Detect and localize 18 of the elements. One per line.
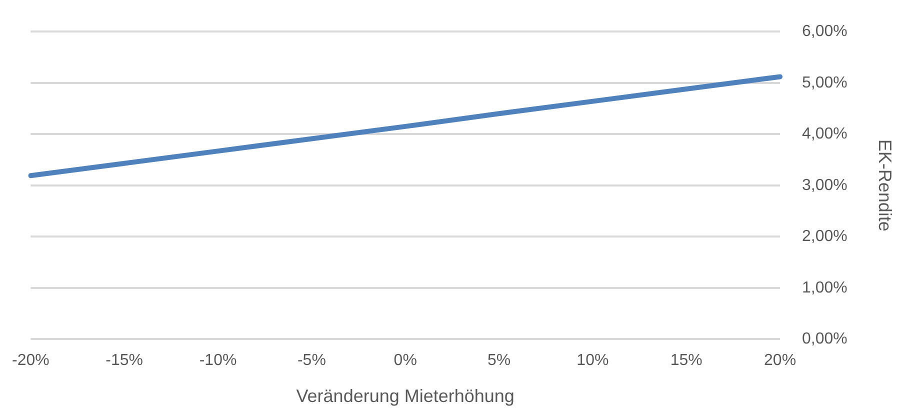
y-tick-label: 6,00% — [802, 23, 848, 40]
y-tick-label: 3,00% — [802, 176, 848, 194]
x-tick-label: 20% — [764, 352, 796, 370]
y-tick-label: 0,00% — [802, 330, 848, 348]
y-tick-label: 5,00% — [802, 74, 848, 92]
x-tick-label: -5% — [297, 352, 326, 370]
x-tick-label: -10% — [199, 352, 237, 370]
x-tick-label: 5% — [487, 352, 511, 370]
x-tick-label: 15% — [670, 352, 702, 370]
x-tick-label: 0% — [394, 352, 417, 370]
x-axis-title: Veränderung Mieterhöhung — [296, 386, 514, 406]
y-axis-title: EK-Rendite — [875, 139, 896, 232]
y-tick-label: 4,00% — [802, 126, 848, 143]
x-tick-label: -20% — [12, 352, 50, 370]
y-tick-label: 2,00% — [802, 228, 848, 246]
x-tick-label: -15% — [106, 352, 144, 370]
y-tick-label: 1,00% — [802, 279, 848, 296]
x-tick-label: 10% — [576, 352, 609, 370]
